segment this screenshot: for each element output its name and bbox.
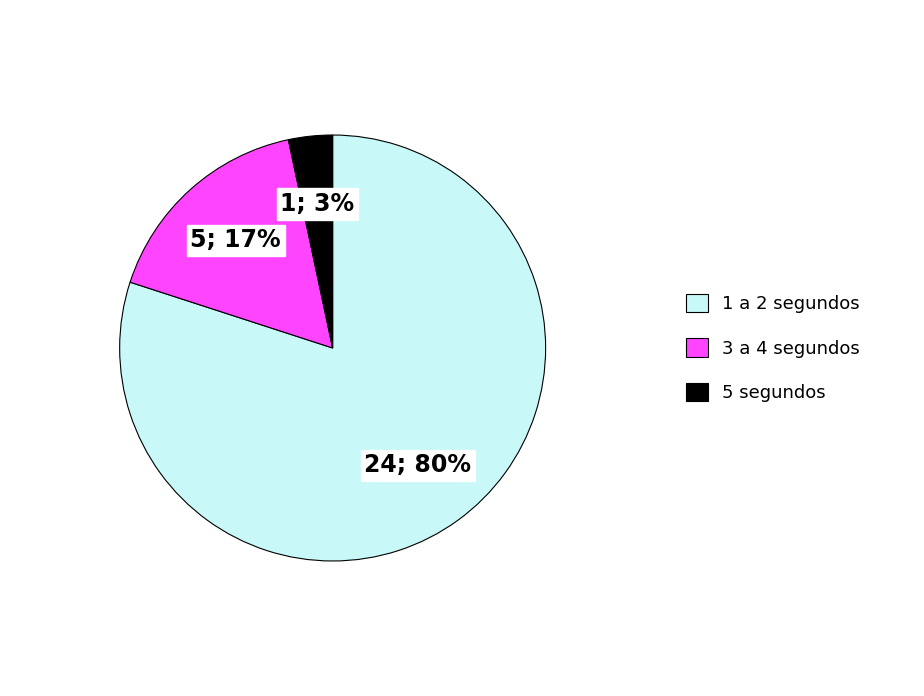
Legend: 1 a 2 segundos, 3 a 4 segundos, 5 segundos: 1 a 2 segundos, 3 a 4 segundos, 5 segund… (687, 294, 860, 402)
Text: 1; 3%: 1; 3% (281, 192, 355, 216)
Wedge shape (288, 135, 333, 348)
Text: 5; 17%: 5; 17% (190, 228, 281, 253)
Wedge shape (120, 135, 545, 561)
Wedge shape (130, 140, 333, 348)
Text: 24; 80%: 24; 80% (364, 453, 471, 477)
